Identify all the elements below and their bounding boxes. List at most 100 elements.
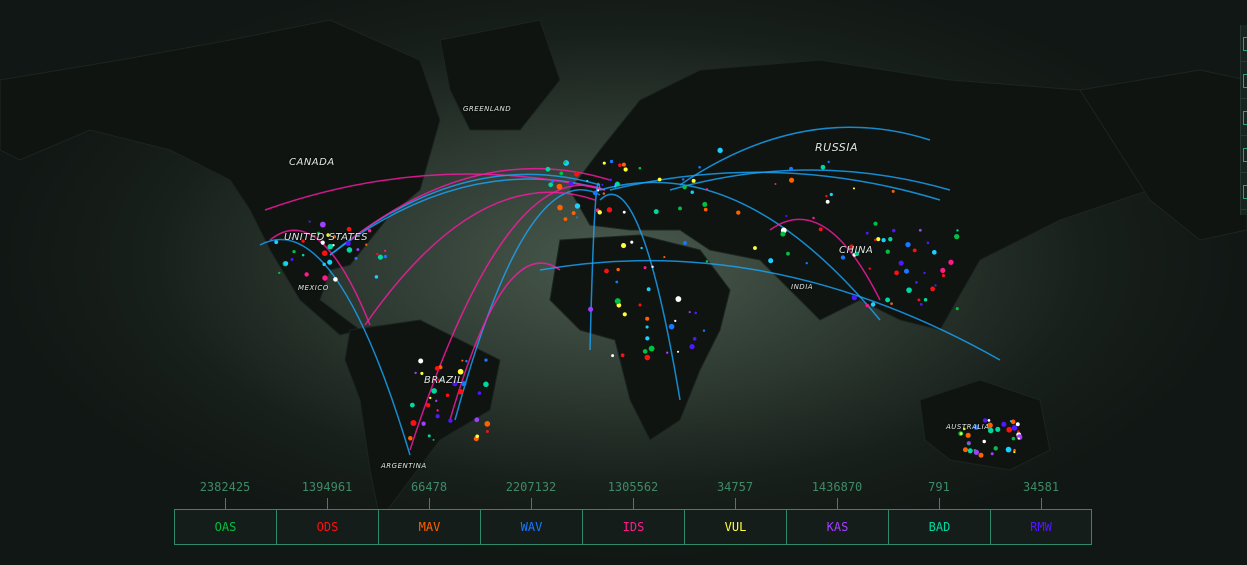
toggle-oas[interactable]: OAS [174, 509, 276, 545]
attack-point [301, 239, 305, 243]
greenland [439, 19, 561, 131]
attack-point [982, 418, 988, 423]
count-mav: 66478 [410, 480, 448, 494]
attack-point [622, 312, 627, 317]
attack-point [717, 147, 723, 154]
attack-point [384, 249, 387, 252]
toggle-wav[interactable]: WAV [480, 509, 582, 545]
attack-point [620, 353, 625, 358]
attack-point [642, 349, 648, 354]
attack-point [663, 256, 666, 259]
label-argentina: ARGENTINA [381, 462, 427, 470]
attack-point [753, 246, 757, 250]
attack-point [322, 262, 326, 267]
attack-point [414, 371, 417, 375]
attack-point [934, 284, 937, 287]
side-button[interactable] [1241, 173, 1247, 210]
count-bad: 791 [928, 480, 950, 494]
attack-arc [454, 189, 601, 421]
legend-ods: 1394961 ODS [276, 480, 378, 545]
attack-arc [364, 191, 596, 326]
attack-point [410, 420, 417, 426]
toggle-kas[interactable]: KAS [786, 509, 888, 545]
attack-point [327, 243, 334, 250]
australia [919, 379, 1051, 471]
attack-point [425, 403, 431, 408]
attack-point [854, 251, 860, 257]
attack-point [818, 227, 823, 232]
legend-kas: 1436870 KAS [786, 480, 888, 545]
count-oas: 2382425 [199, 480, 251, 494]
attack-point [1013, 450, 1016, 454]
label-india: INDIA [791, 283, 814, 291]
attack-point [682, 184, 687, 190]
label-australia: AUSTRALIA [946, 423, 990, 431]
toggle-vul[interactable]: VUL [684, 509, 786, 545]
toggle-ids[interactable]: IDS [582, 509, 684, 545]
attack-point [609, 159, 614, 164]
attack-point [461, 359, 464, 362]
attack-point [789, 177, 795, 183]
attack-point [941, 273, 946, 278]
attack-point [346, 247, 353, 253]
attack-arc [269, 229, 371, 326]
attack-point [374, 275, 379, 279]
side-button[interactable] [1241, 25, 1247, 62]
legend-mav: 66478 MAV [378, 480, 480, 545]
attack-point [954, 233, 960, 240]
side-button[interactable] [1241, 99, 1247, 136]
attack-point [692, 337, 697, 341]
count-rmw: 34581 [1022, 480, 1060, 494]
toggle-mav[interactable]: MAV [378, 509, 480, 545]
attack-point [630, 240, 634, 244]
attack-point [689, 344, 695, 350]
label-mexico: MEXICO [298, 284, 329, 292]
side-button[interactable] [1241, 136, 1247, 173]
attack-point [703, 207, 708, 212]
attack-point [868, 267, 871, 270]
attack-point [274, 240, 279, 245]
attack-point [614, 181, 620, 187]
attack-point [354, 256, 358, 260]
attack-point [865, 303, 869, 308]
attack-point [327, 259, 333, 265]
attack-point [564, 161, 567, 164]
attack-point [873, 238, 877, 242]
attack-point [1015, 422, 1020, 427]
attack-point [898, 260, 904, 266]
attack-point [556, 183, 563, 190]
continents [0, 19, 1247, 522]
attack-point [614, 185, 617, 188]
attack-point [545, 166, 551, 172]
attack-point [912, 248, 917, 253]
attack-point [648, 345, 655, 352]
attack-point [474, 417, 480, 423]
attack-point [291, 237, 294, 240]
side-button[interactable] [1241, 62, 1247, 99]
attack-point [820, 164, 826, 170]
attack-point [1017, 430, 1020, 433]
attack-point [812, 216, 815, 220]
attack-point [483, 381, 489, 388]
attack-point [892, 228, 896, 233]
toggle-bad[interactable]: BAD [888, 509, 990, 545]
attack-point [322, 275, 328, 281]
attack-point [1010, 419, 1016, 425]
attack-point [435, 399, 438, 402]
attack-point [638, 303, 642, 307]
attack-point [437, 378, 441, 382]
attack-point [458, 389, 464, 395]
toggle-ods[interactable]: ODS [276, 509, 378, 545]
toggle-rmw[interactable]: RMW [990, 509, 1092, 545]
attack-point [955, 307, 959, 311]
attack-point [691, 178, 696, 183]
attack-point [1011, 425, 1018, 431]
attack-point [903, 268, 910, 274]
attack-point [614, 298, 621, 305]
attack-point [461, 381, 467, 387]
attack-point [852, 187, 856, 190]
africa [549, 234, 731, 441]
attack-point [439, 378, 443, 382]
attack-point [919, 302, 923, 306]
